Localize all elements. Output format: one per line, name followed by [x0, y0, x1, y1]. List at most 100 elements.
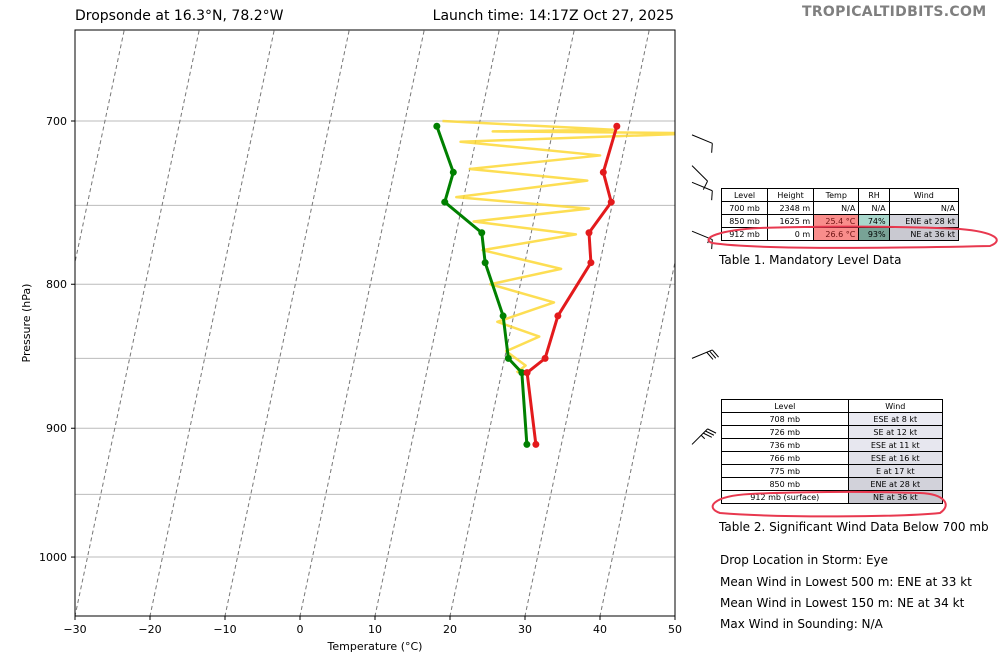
wind-barb-staff: [691, 165, 708, 182]
table-cell: 0 m: [767, 227, 815, 241]
watermark: TROPICALTIDBITS.COM: [802, 4, 987, 20]
dewpoint-point: [518, 369, 526, 377]
isotherm--40: [75, 30, 125, 265]
dewpoint-point: [481, 259, 489, 267]
x-tick-label: −10: [213, 623, 236, 636]
x-tick-label: 40: [593, 623, 607, 636]
dewpoint-point: [433, 122, 441, 130]
y-tick-label: 1000: [39, 551, 67, 564]
wind-barb: [691, 181, 713, 201]
table-row: 912 mb 0 m 26.6 °C 93% NE at 36 kt: [720, 227, 960, 241]
x-tick-label: 0: [297, 623, 304, 636]
dewpoint-point: [504, 354, 512, 362]
wind-barb-half: [700, 434, 706, 440]
table-cell: 74%: [858, 214, 890, 228]
table-cell: ESE at 16 kt: [847, 451, 944, 465]
isotherm-20: [449, 30, 575, 616]
table-cell: 736 mb: [721, 438, 849, 452]
table-cell: NE at 36 kt: [847, 490, 944, 504]
dewpoint-point: [499, 312, 507, 320]
wind-barb-flag: [711, 143, 713, 153]
table-cell: 700 mb: [720, 201, 769, 215]
isotherm-10: [374, 30, 500, 616]
table-cell: 1625 m: [767, 214, 815, 228]
x-tick-label: 30: [518, 623, 532, 636]
wind-barb-half: [707, 238, 711, 244]
wind-barb: [691, 428, 717, 445]
y-tick-label: 800: [46, 278, 67, 291]
wind-barb-staff: [691, 134, 713, 144]
wind-barb-flag: [705, 430, 715, 436]
header-rh: RH: [858, 188, 890, 202]
table-row: 850 mb ENE at 28 kt: [721, 477, 944, 491]
y-tick-label: 700: [46, 115, 67, 128]
dewpoint-point: [449, 168, 457, 176]
wind-barb: [691, 349, 719, 360]
table-cell: 26.6 °C: [813, 227, 860, 241]
chart-title-location: Dropsonde at 16.3°N, 78.2°W: [75, 8, 284, 24]
mean-wind-500m: Mean Wind in Lowest 500 m: ENE at 33 kt: [720, 575, 972, 589]
temperature-point: [599, 168, 607, 176]
table-row: 912 mb (surface) NE at 36 kt: [721, 490, 944, 504]
header-temp: Temp: [813, 188, 860, 202]
wind-barb-flag: [711, 239, 713, 250]
table2-caption: Table 2. Significant Wind Data Below 700…: [719, 520, 989, 534]
drop-trace-line: [442, 119, 675, 374]
table-cell: N/A: [813, 201, 860, 215]
wind-barb-staff: [691, 349, 713, 359]
significant-wind-table: Level Wind 708 mb ESE at 8 kt 726 mb SE at 12…: [721, 399, 944, 504]
table-cell: 766 mb: [721, 451, 849, 465]
wind-barb: [691, 134, 713, 153]
header-level: Level: [721, 399, 849, 413]
x-tick-label: −30: [63, 623, 86, 636]
mandatory-level-table: Level Height Temp RH Wind 700 mb 2348 m N/A N/A N…: [720, 188, 960, 241]
wind-barb-flag: [702, 180, 709, 190]
table-cell: 775 mb: [721, 464, 849, 478]
table-cell: 912 mb (surface): [721, 490, 849, 504]
dewpoint-point: [523, 440, 531, 448]
temperature-point: [607, 198, 615, 206]
isotherm--20: [149, 30, 275, 616]
table-cell: 850 mb: [720, 214, 769, 228]
dewpoint-point: [478, 229, 486, 237]
y-axis-label: Pressure (hPa): [20, 284, 33, 363]
table-row: 775 mb E at 17 kt: [721, 464, 944, 478]
wind-barb-flag: [709, 350, 717, 359]
temperature-point: [541, 354, 549, 362]
table-cell: NE at 36 kt: [888, 227, 960, 241]
x-tick-label: 10: [368, 623, 382, 636]
isotherm--30: [75, 30, 200, 616]
isotherm-0: [299, 30, 425, 616]
table-row: 736 mb ESE at 11 kt: [721, 438, 944, 452]
x-tick-label: −20: [138, 623, 161, 636]
table-cell: 850 mb: [721, 477, 849, 491]
drop-location: Drop Location in Storm: Eye: [720, 553, 889, 567]
table-cell: ENE at 28 kt: [847, 477, 944, 491]
table-cell: 2348 m: [767, 201, 815, 215]
isotherm-40: [599, 259, 675, 616]
table-cell: 726 mb: [721, 425, 849, 439]
x-tick-label: 20: [443, 623, 457, 636]
table-cell: 93%: [858, 227, 890, 241]
table-cell: ESE at 8 kt: [847, 412, 944, 426]
wind-barb-flag: [711, 349, 719, 358]
header-wind: Wind: [847, 399, 944, 413]
y-tick-label: 900: [46, 422, 67, 435]
temperature-point: [554, 312, 562, 320]
wind-barb-flag: [703, 432, 713, 438]
table-cell: 25.4 °C: [813, 214, 860, 228]
table-cell: E at 17 kt: [847, 464, 944, 478]
wind-barb-staff: [691, 181, 713, 192]
max-wind: Max Wind in Sounding: N/A: [720, 617, 883, 631]
wind-barb-flag: [711, 190, 713, 201]
table-cell: N/A: [888, 201, 960, 215]
table-cell: 708 mb: [721, 412, 849, 426]
table-row: 850 mb 1625 m 25.4 °C 74% ENE at 28 kt: [720, 214, 960, 228]
wind-barb-flag: [707, 428, 717, 434]
temperature-point: [587, 259, 595, 267]
temperature-point: [523, 369, 531, 377]
table-cell: SE at 12 kt: [847, 425, 944, 439]
plot-frame: [74, 29, 676, 617]
